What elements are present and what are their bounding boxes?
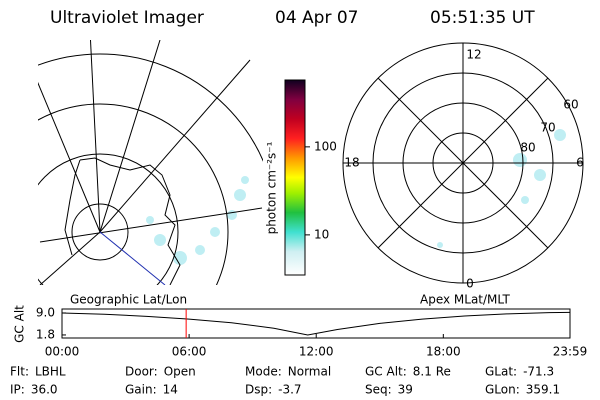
colorbar-tick-label: 100 [314, 139, 337, 153]
title: Ultraviolet Imager [50, 8, 204, 28]
field-value: LBHL [35, 365, 66, 379]
field-value: 39 [398, 383, 413, 397]
x-tick-label: 12:00 [299, 345, 334, 359]
lat-label: 60 [563, 98, 578, 112]
x-tick-label: 23:59 [553, 345, 588, 359]
field-value: Open [164, 365, 196, 379]
field-label: GLat: [485, 365, 517, 379]
mlt-label: 18 [344, 156, 359, 170]
mlt-label: 6 [576, 156, 584, 170]
polar-plot [342, 42, 584, 284]
lat-label: 80 [520, 141, 535, 155]
field-label: Door: [125, 365, 158, 379]
lat-label: 70 [540, 121, 555, 135]
time: 05:51:35 UT [430, 8, 535, 28]
field-label: IP: [10, 383, 25, 397]
x-tick-label: 18:00 [426, 345, 461, 359]
field-label: Mode: [245, 365, 282, 379]
field-value: 36.0 [31, 383, 58, 397]
colorbar-tick-label: 10 [314, 227, 329, 241]
y-tick-label: 9.0 [36, 305, 55, 319]
field-value: -3.7 [278, 383, 301, 397]
field-value: 359.1 [526, 383, 560, 397]
date: 04 Apr 07 [275, 8, 358, 28]
field-label: Flt: [10, 365, 29, 379]
field-value: 14 [163, 383, 178, 397]
field-label: Gain: [125, 383, 157, 397]
field-label: Dsp: [245, 383, 272, 397]
colorbar-label: photon cm⁻²s⁻¹ [265, 141, 279, 234]
x-tick-label: 06:00 [172, 345, 207, 359]
x-tick-label: 00:00 [45, 345, 80, 359]
field-value: Normal [288, 365, 331, 379]
field-label: GC Alt: [365, 365, 407, 379]
altitude-line [61, 311, 571, 336]
field-value: 8.1 Re [413, 365, 451, 379]
field-label: GLon: [485, 383, 520, 397]
colorbar [284, 79, 306, 276]
alt-left-label: Geographic Lat/Lon [70, 293, 187, 307]
geo-map [38, 40, 263, 285]
y-tick-label: 1.8 [36, 327, 55, 341]
alt-right-label: Apex MLat/MLT [420, 293, 510, 307]
field-value: -71.3 [523, 365, 554, 379]
alt-ylabel: GC Alt [13, 305, 27, 343]
mlt-label: 12 [466, 48, 481, 62]
field-label: Seq: [365, 383, 392, 397]
mlt-label: 0 [466, 277, 474, 291]
